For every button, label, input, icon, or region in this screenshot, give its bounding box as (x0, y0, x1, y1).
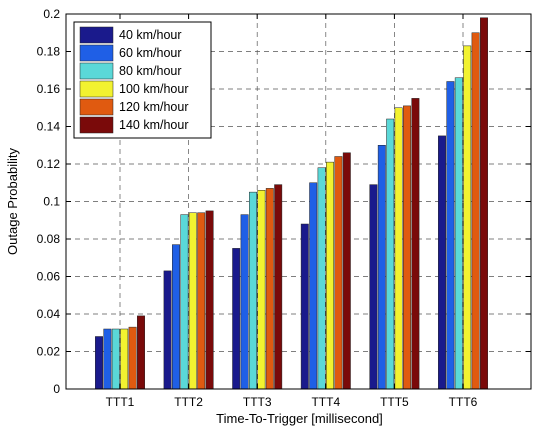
bar (446, 81, 455, 390)
bar (377, 145, 386, 390)
legend-label: 100 km/hour (119, 82, 188, 96)
bar (454, 77, 463, 390)
bar (137, 315, 145, 390)
bar (188, 212, 197, 390)
y-tick-label: 0.12 (37, 157, 61, 171)
y-tick-label: 0.2 (43, 7, 60, 21)
y-tick-label: 0.08 (37, 232, 61, 246)
bar (317, 167, 326, 390)
y-tick-label: 0.14 (37, 120, 61, 134)
bar (403, 105, 411, 390)
bar (163, 270, 172, 390)
legend-swatch (79, 98, 114, 116)
bar (265, 188, 274, 390)
y-tick-label: 0.16 (37, 82, 61, 96)
legend: 40 km/hour 60 km/hour 80 km/hour 100 km/hou… (73, 21, 212, 139)
bar (394, 107, 403, 390)
y-tick-label: 0.06 (37, 270, 61, 284)
bar (300, 223, 309, 390)
bar (309, 182, 318, 390)
y-tick-label: 0 (53, 382, 60, 396)
legend-swatch (79, 116, 114, 134)
bar (411, 98, 420, 390)
y-tick-label: 0.02 (37, 345, 61, 359)
bar (342, 152, 351, 390)
x-tick-label: TTT1 (106, 395, 135, 409)
bar (438, 135, 446, 390)
bar (257, 190, 266, 390)
legend-label: 60 km/hour (119, 46, 182, 60)
bar (386, 118, 395, 390)
axis-ticks: 0 0.02 0.04 0.06 0.08 0.1 0.12 0.14 0.16 0.18 0.2 T… (37, 7, 531, 409)
bar (103, 328, 112, 390)
bar (205, 210, 214, 390)
bar (334, 156, 343, 390)
bar (128, 326, 137, 390)
legend-swatch (79, 80, 114, 98)
bar (95, 336, 103, 390)
bar (463, 45, 472, 390)
bar (172, 244, 180, 390)
bar (180, 214, 189, 390)
bar (111, 328, 120, 390)
bar (471, 32, 480, 390)
y-axis-title: Outage Probability (5, 148, 20, 255)
bar (480, 17, 488, 390)
bar (197, 212, 206, 390)
bar (369, 184, 378, 390)
x-tick-label: TTT6 (449, 395, 478, 409)
bar (326, 161, 334, 390)
bar (274, 184, 283, 390)
bar (232, 248, 241, 390)
legend-label: 120 km/hour (119, 100, 188, 114)
x-axis-title: Time-To-Trigger [millisecond] (216, 411, 383, 426)
legend-label: 140 km/hour (119, 118, 188, 132)
legend-swatch (79, 62, 114, 80)
bar (120, 328, 129, 390)
y-tick-label: 0.04 (37, 307, 61, 321)
x-tick-label: TTT2 (174, 395, 203, 409)
y-tick-label: 0.18 (37, 45, 61, 59)
x-tick-label: TTT3 (243, 395, 272, 409)
legend-swatch (79, 44, 114, 62)
bar (240, 214, 249, 390)
legend-label: 80 km/hour (119, 64, 182, 78)
legend-swatch (79, 26, 114, 44)
bar (249, 191, 257, 390)
x-tick-label: TTT5 (380, 395, 409, 409)
legend-label: 40 km/hour (119, 28, 182, 42)
y-tick-label: 0.1 (43, 195, 60, 209)
x-tick-label: TTT4 (311, 395, 340, 409)
